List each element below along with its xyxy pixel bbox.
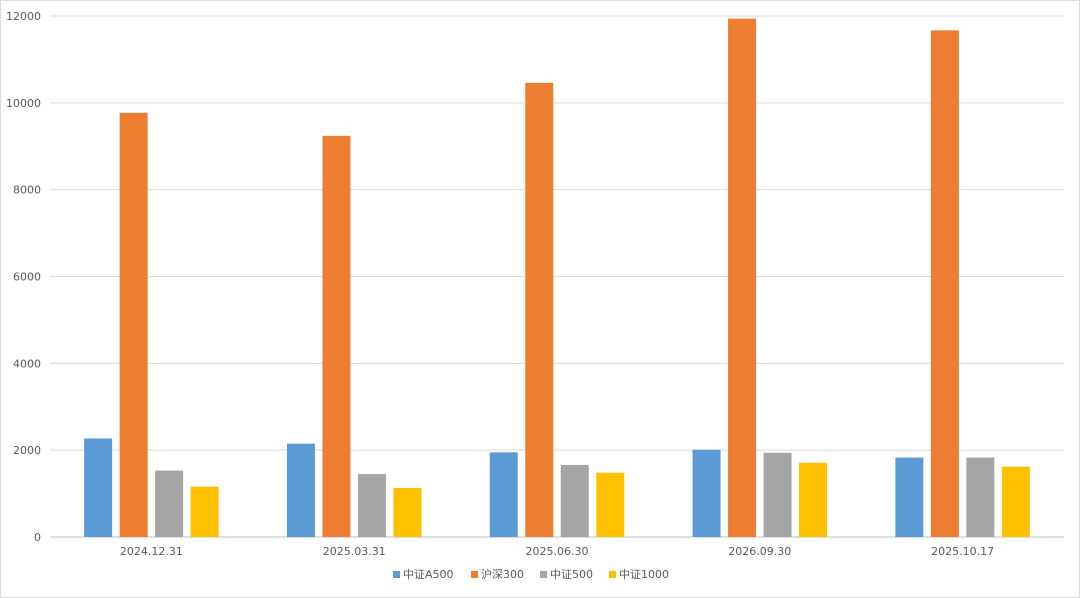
bar-中证500-2025.10.17 — [966, 457, 995, 537]
bar-沪深300-2024.12.31 — [119, 112, 148, 538]
x-tick-label: 2025.06.30 — [526, 545, 589, 558]
bar-中证1000-2025.03.31 — [393, 487, 422, 537]
bar-中证500-2025.03.31 — [357, 474, 386, 537]
legend-swatch — [540, 571, 547, 578]
y-tick-label: 4000 — [13, 357, 41, 370]
bar-中证500-2026.09.30 — [763, 452, 792, 537]
y-tick-label: 12000 — [6, 10, 41, 23]
y-tick-label: 0 — [34, 531, 41, 544]
bar-中证A500-2025.03.31 — [286, 443, 315, 537]
legend: 中证A500 沪深300 中证500 中证1000 — [393, 567, 669, 581]
x-tick-label: 2025.03.31 — [323, 545, 386, 558]
x-tick-label: 2024.12.31 — [120, 545, 183, 558]
bar-中证500-2025.06.30 — [560, 464, 589, 537]
gridlines — [50, 15, 1064, 538]
y-tick-label: 2000 — [13, 444, 41, 457]
bars — [84, 18, 1030, 538]
legend-label: 沪深300 — [481, 567, 524, 581]
bar-沪深300-2025.06.30 — [525, 82, 554, 537]
y-axis: 0 2000 4000 6000 8000 10000 12000 — [6, 10, 41, 544]
bar-沪深300-2025.03.31 — [322, 135, 351, 537]
bar-中证500-2024.12.31 — [155, 470, 184, 537]
bar-中证A500-2024.12.31 — [84, 438, 113, 537]
bar-沪深300-2025.10.17 — [930, 30, 959, 537]
y-tick-label: 8000 — [13, 184, 41, 197]
legend-swatch — [471, 571, 478, 578]
bar-中证1000-2025.06.30 — [596, 472, 625, 537]
bar-沪深300-2026.09.30 — [728, 18, 757, 538]
x-axis: 2024.12.31 2025.03.31 2025.06.30 2026.09.30… — [120, 545, 994, 558]
legend-swatch — [609, 571, 616, 578]
bar-中证A500-2025.06.30 — [489, 452, 518, 537]
bar-中证A500-2025.10.17 — [895, 457, 924, 537]
bar-中证1000-2024.12.31 — [190, 486, 219, 537]
legend-label: 中证500 — [550, 568, 593, 581]
y-tick-label: 6000 — [13, 271, 41, 284]
bar-中证A500-2026.09.30 — [692, 449, 721, 537]
legend-swatch — [393, 571, 400, 578]
bar-中证1000-2025.10.17 — [1001, 466, 1030, 537]
legend-label: 中证1000 — [619, 568, 669, 581]
x-tick-label: 2026.09.30 — [728, 545, 791, 558]
bar-中证1000-2026.09.30 — [799, 462, 828, 537]
x-tick-label: 2025.10.17 — [931, 545, 994, 558]
legend-label: 中证A500 — [403, 568, 454, 581]
y-tick-label: 10000 — [6, 97, 41, 110]
